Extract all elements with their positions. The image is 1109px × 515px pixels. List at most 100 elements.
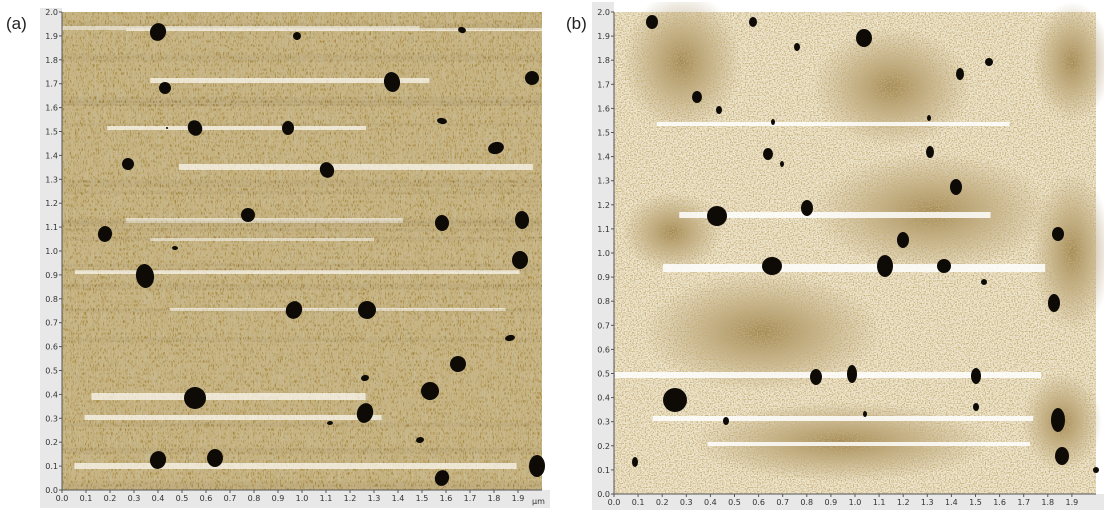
pit xyxy=(122,158,134,170)
pit xyxy=(293,32,301,40)
x-tick-label: 0.0 xyxy=(56,494,69,503)
y-tick-label: 1.8 xyxy=(597,56,610,65)
x-tick-label: 0.8 xyxy=(800,498,813,507)
x-tick-label: 1.0 xyxy=(296,494,309,503)
pit-features-b xyxy=(632,15,1099,473)
pit xyxy=(434,470,450,486)
pit xyxy=(327,420,333,426)
pit xyxy=(663,388,687,412)
panel-b-label: (b) xyxy=(566,14,587,33)
pit xyxy=(632,457,638,467)
x-tick-label: 1.8 xyxy=(488,494,501,503)
y-tick-label: 0.5 xyxy=(45,367,58,376)
x-tick-label: 1.3 xyxy=(368,494,381,503)
pit xyxy=(847,365,857,383)
image-body-a xyxy=(62,12,546,490)
x-tick-label: 0.7 xyxy=(776,498,789,507)
pit xyxy=(973,403,979,411)
x-tick-label: 1.8 xyxy=(1041,498,1054,507)
y-tick-label: 1.1 xyxy=(45,223,58,232)
y-tick-label: 1.3 xyxy=(45,175,58,184)
pit xyxy=(956,68,964,80)
x-tick-label: 1.2 xyxy=(897,498,910,507)
pit xyxy=(1052,227,1064,241)
x-tick-label: 0.8 xyxy=(248,494,261,503)
pit xyxy=(505,334,515,342)
y-tick-label: 1.3 xyxy=(597,177,610,186)
y-tick-label: 0.1 xyxy=(597,466,610,475)
pit-features-a xyxy=(97,23,546,486)
x-tick-label: 1.6 xyxy=(993,498,1006,507)
pit xyxy=(172,245,178,251)
pit xyxy=(749,17,757,27)
x-tick-label: 0.3 xyxy=(680,498,693,507)
x-tick-label: 0.7 xyxy=(224,494,237,503)
pit xyxy=(763,148,773,160)
pit xyxy=(1055,447,1069,465)
pit xyxy=(1051,408,1065,432)
afm-scan-a: 0.0 0.1 0.2 0.3 0.4 0.5 0.6 0.7 0.8 0.9 1.0 1.1 1.2 1… xyxy=(40,8,550,508)
x-tick-label: 0.1 xyxy=(80,494,93,503)
x-tick-label: 0.9 xyxy=(272,494,285,503)
pit xyxy=(1048,294,1060,312)
y-tick-label: 1.5 xyxy=(45,128,58,137)
pit xyxy=(692,91,702,103)
pit xyxy=(762,257,782,275)
afm-scan-b: 0.0 0.1 0.2 0.3 0.4 0.5 0.6 0.7 0.8 0.9 1.0 1.1 1.2 1… xyxy=(592,2,1104,510)
y-tick-label: 1.5 xyxy=(597,129,610,138)
y-tick-label: 0.9 xyxy=(45,271,58,280)
x-tick-label: 1.1 xyxy=(873,498,886,507)
x-tick-label: 1.5 xyxy=(416,494,429,503)
y-tick-label: 0.0 xyxy=(597,490,610,499)
y-tick-label: 2.0 xyxy=(45,8,58,17)
pit xyxy=(166,127,168,129)
pit xyxy=(528,455,546,477)
pit xyxy=(981,279,987,285)
x-tick-label: 0.3 xyxy=(128,494,141,503)
x-tick-label: 1.3 xyxy=(921,498,934,507)
x-axis-a: 0.0 0.1 0.2 0.3 0.4 0.5 0.6 0.7 0.8 0.9 1.0 1.1 1.2 1… xyxy=(56,490,525,503)
y-tick-label: 1.7 xyxy=(597,80,610,89)
y-tick-label: 1.6 xyxy=(45,104,58,113)
y-tick-label: 1.9 xyxy=(45,32,58,41)
pit xyxy=(159,82,171,94)
pit xyxy=(319,162,335,178)
pit xyxy=(897,232,909,248)
y-axis-b: 0.0 0.1 0.2 0.3 0.4 0.5 0.6 0.7 0.8 0.9 1.0 1.1 1.2 1… xyxy=(597,8,614,499)
y-tick-label: 0.2 xyxy=(597,442,610,451)
pit xyxy=(707,206,727,226)
pit xyxy=(723,417,729,425)
x-tick-label: 0.9 xyxy=(825,498,838,507)
pit xyxy=(358,301,376,319)
y-tick-label: 1.0 xyxy=(597,249,610,258)
y-tick-label: 0.6 xyxy=(45,343,58,352)
pit xyxy=(971,368,981,384)
pit xyxy=(135,264,155,288)
pit xyxy=(149,451,167,469)
y-tick-label: 1.6 xyxy=(597,104,610,113)
y-tick-label: 1.1 xyxy=(597,225,610,234)
x-tick-label: 0.1 xyxy=(632,498,645,507)
x-tick-label: 1.0 xyxy=(849,498,862,507)
pit xyxy=(794,43,800,51)
y-tick-label: 0.5 xyxy=(597,370,610,379)
pit xyxy=(187,120,203,136)
y-tick-label: 1.9 xyxy=(597,32,610,41)
afm-image-b: 0.0 0.1 0.2 0.3 0.4 0.5 0.6 0.7 0.8 0.9 1.0 1.1 1.2 1… xyxy=(592,2,1104,510)
pit xyxy=(97,226,113,242)
pit xyxy=(416,436,424,444)
y-tick-label: 1.8 xyxy=(45,56,58,65)
afm-image-a: 0.0 0.1 0.2 0.3 0.4 0.5 0.6 0.7 0.8 0.9 1.0 1.1 1.2 1… xyxy=(40,8,550,508)
pit xyxy=(241,208,255,222)
pit xyxy=(856,29,872,47)
y-tick-label: 0.8 xyxy=(597,297,610,306)
pit xyxy=(771,119,775,125)
x-tick-label: 1.9 xyxy=(512,494,525,503)
pit xyxy=(863,411,867,417)
y-tick-label: 0.4 xyxy=(45,390,58,399)
y-tick-label: 0.2 xyxy=(45,438,58,447)
y-tick-label: 0.6 xyxy=(597,345,610,354)
y-tick-label: 0.7 xyxy=(45,319,58,328)
x-tick-label: 0.5 xyxy=(728,498,741,507)
panel-a-label: (a) xyxy=(6,14,27,33)
